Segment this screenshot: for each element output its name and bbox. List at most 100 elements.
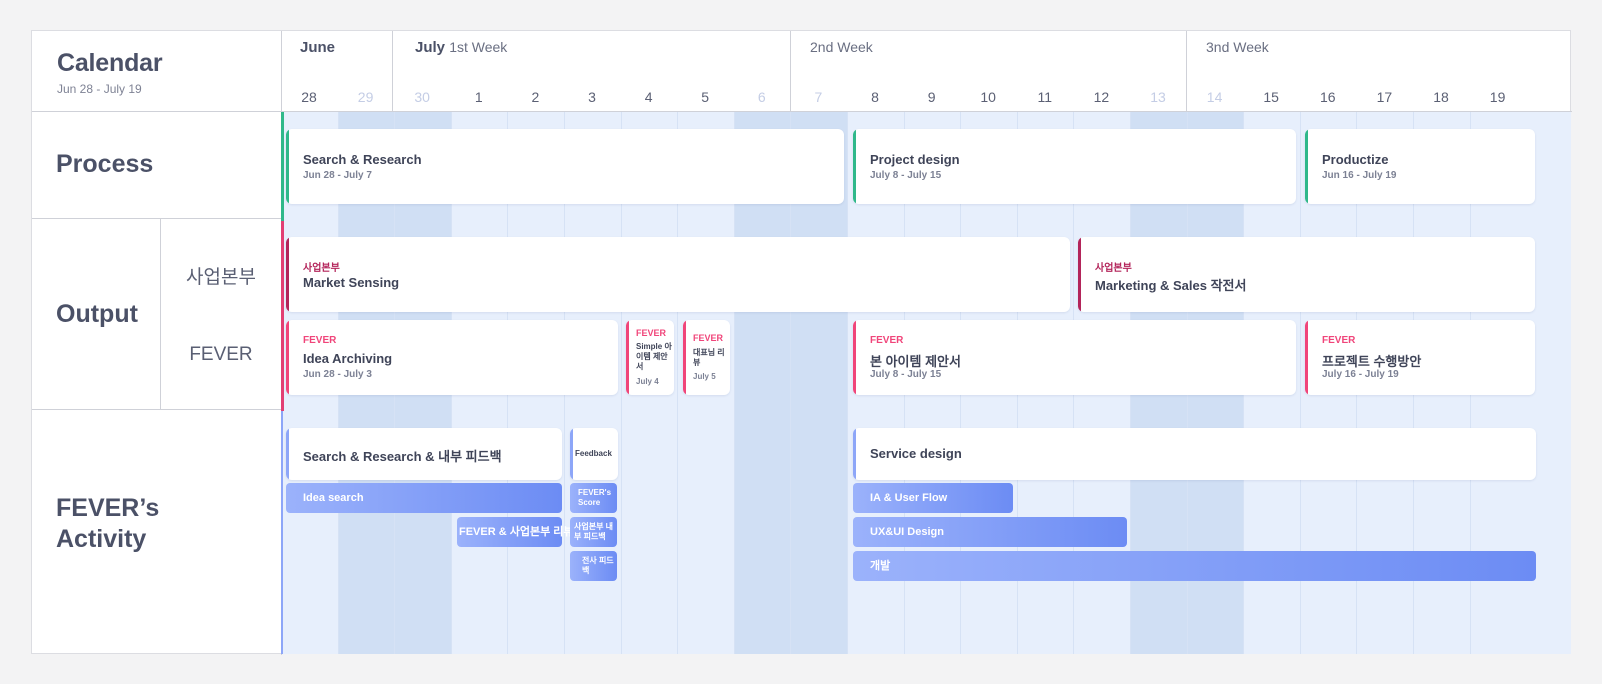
- card-accent: [1078, 237, 1081, 312]
- day-label: 3: [588, 89, 596, 105]
- card-dates: July 4: [636, 377, 659, 386]
- section-output-label: Output: [56, 300, 138, 328]
- day-label: 1: [474, 89, 483, 105]
- card-title: 본 아이템 제안서: [870, 354, 961, 369]
- output-row-biz-label: 사업본부: [186, 267, 256, 288]
- activity-bar-company-feedback[interactable]: 전사 피드백: [570, 551, 617, 581]
- calendar-title: Calendar: [57, 49, 163, 77]
- header-divider: [32, 111, 1572, 112]
- month-june: June: [300, 39, 336, 56]
- activity-bar-biz-internal-feedback[interactable]: 사업본부 내부 피드백: [570, 517, 617, 547]
- week3-divider: [1186, 31, 1187, 111]
- day-column-line: [847, 112, 848, 654]
- day-label: 8: [871, 89, 879, 105]
- activity-bar-fever-score[interactable]: FEVER's Score: [570, 483, 617, 513]
- day-label: 13: [1150, 89, 1166, 105]
- week-3-label: 3nd Week: [1206, 39, 1269, 55]
- process-card-search-research[interactable]: Search & Research Jun 28 - July 7: [286, 129, 844, 204]
- calendar-date-range: Jun 28 - July 19: [57, 82, 142, 96]
- week2-divider: [790, 31, 791, 111]
- day-label: 10: [980, 89, 996, 105]
- output-card-simple-proposal[interactable]: FEVER Simple 아이템 제안서 July 4: [626, 320, 674, 395]
- output-row-fever-label: FEVER: [189, 344, 253, 365]
- card-tag: FEVER: [303, 335, 337, 346]
- card-title: Simple 아이템 제안서: [636, 342, 672, 371]
- day-column-line: [620, 112, 622, 654]
- activity-bar-fever-biz-review[interactable]: FEVER & 사업본부 리뷰: [457, 517, 574, 547]
- card-title: Market Sensing: [303, 275, 400, 290]
- output-card-project-plan[interactable]: FEVER 프로젝트 수행방안 July 16 - July 19: [1305, 320, 1535, 395]
- day-label: 6: [757, 89, 766, 105]
- activity-card-search-research-feedback[interactable]: Search & Research & 내부 피드백: [286, 428, 562, 480]
- card-tag: 사업본부: [303, 263, 340, 274]
- output-card-ceo-review[interactable]: FEVER 대표님 리뷰 July 5: [683, 320, 730, 395]
- calendar-board: Calendar Jun 28 - July 19 June July 1st …: [31, 30, 1572, 655]
- process-card-project-design[interactable]: Project design July 8 - July 15: [853, 129, 1296, 204]
- activity-label-line1: FEVER’s: [56, 494, 160, 522]
- day-label: 29: [357, 89, 374, 105]
- card-tag: 사업본부: [1095, 263, 1132, 274]
- activity-row-marker: [281, 411, 283, 654]
- activity-bar-development[interactable]: 개발: [853, 551, 1536, 581]
- card-title: 프로젝트 수행방안: [1322, 354, 1422, 369]
- day-label: 2: [531, 89, 540, 105]
- card-dates: July 16 - July 19: [1322, 369, 1399, 380]
- day-label: 15: [1263, 89, 1279, 105]
- activity-label-line2: Activity: [56, 525, 147, 553]
- card-accent: [286, 129, 289, 204]
- day-label: 11: [1037, 89, 1053, 105]
- card-dates: July 8 - July 15: [870, 369, 942, 380]
- day-label: 7: [814, 89, 823, 105]
- day-label: 17: [1376, 89, 1393, 105]
- section-activity-label: FEVER’s Activity: [56, 493, 159, 555]
- card-title: Idea Archiving: [303, 351, 393, 366]
- card-title: Search & Research: [303, 152, 422, 167]
- activity-bar-ia-user-flow[interactable]: IA & User Flow: [853, 483, 1013, 513]
- day-label: 14: [1206, 89, 1223, 105]
- section-process-label: Process: [56, 150, 154, 178]
- card-dates: July 5: [693, 372, 716, 381]
- output-subdivider: [160, 218, 161, 409]
- june-divider: [392, 31, 393, 111]
- card-title: Productize: [1322, 152, 1389, 167]
- output-row-marker: [281, 221, 284, 411]
- output-card-market-sensing[interactable]: 사업본부 Market Sensing: [286, 237, 1070, 312]
- card-tag: FEVER: [636, 328, 667, 338]
- output-card-idea-archiving[interactable]: FEVER Idea Archiving Jun 28 - July 3: [286, 320, 618, 395]
- day-label: 4: [644, 89, 653, 105]
- day-label: 12: [1093, 89, 1110, 105]
- output-card-marketing-sales[interactable]: 사업본부 Marketing & Sales 작전서: [1078, 237, 1535, 312]
- card-dates: Jun 28 - July 7: [303, 170, 372, 181]
- card-accent: [626, 320, 629, 395]
- day-label: 9: [927, 89, 936, 105]
- output-card-main-proposal[interactable]: FEVER 본 아이템 제안서 July 8 - July 15: [853, 320, 1296, 395]
- day-column-line: [733, 112, 735, 654]
- activity-card-feedback[interactable]: Feedback: [570, 428, 618, 480]
- card-accent: [286, 320, 289, 395]
- card-title: Project design: [870, 152, 960, 167]
- day-label: 19: [1489, 89, 1506, 105]
- card-title: 대표님 리뷰: [693, 348, 725, 367]
- card-dates: Jun 16 - July 19: [1322, 170, 1397, 181]
- week-2-label: 2nd Week: [810, 39, 873, 55]
- card-accent: [286, 428, 289, 480]
- output-divider: [32, 409, 281, 410]
- card-accent: [853, 428, 856, 480]
- card-accent: [1305, 320, 1308, 395]
- day-label: 5: [701, 89, 710, 105]
- activity-bar-idea-search[interactable]: Idea search: [286, 483, 562, 513]
- day-label: 18: [1433, 89, 1449, 105]
- month-july-week1: July 1st Week: [415, 39, 508, 56]
- process-card-productize[interactable]: Productize Jun 16 - July 19: [1305, 129, 1535, 204]
- day-label: 16: [1320, 89, 1336, 105]
- day-column-line: [790, 112, 792, 654]
- card-title: Feedback: [575, 449, 612, 458]
- card-accent: [1305, 129, 1308, 204]
- activity-bar-ux-ui-design[interactable]: UX&UI Design: [853, 517, 1127, 547]
- card-dates: Jun 28 - July 3: [303, 369, 372, 380]
- card-dates: July 8 - July 15: [870, 170, 942, 181]
- timeline-grid: Search & Research Jun 28 - July 7 Projec…: [281, 112, 1571, 654]
- card-title: Marketing & Sales 작전서: [1095, 278, 1247, 293]
- activity-card-service-design[interactable]: Service design: [853, 428, 1536, 480]
- card-title: Search & Research & 내부 피드백: [303, 449, 502, 464]
